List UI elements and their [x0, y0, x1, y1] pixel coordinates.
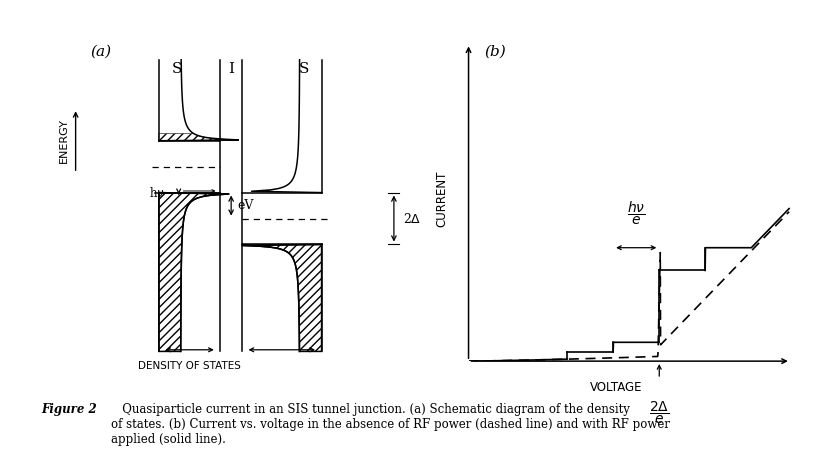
Polygon shape — [159, 134, 238, 141]
Text: (b): (b) — [484, 44, 506, 59]
Text: h$\nu$: h$\nu$ — [149, 186, 165, 200]
Text: VOLTAGE: VOLTAGE — [590, 381, 643, 394]
Text: S: S — [298, 63, 309, 76]
Text: S: S — [172, 63, 182, 76]
Text: I: I — [229, 63, 234, 76]
Polygon shape — [242, 244, 321, 351]
Text: eV: eV — [238, 199, 254, 212]
Text: $\dfrac{h\nu}{e}$: $\dfrac{h\nu}{e}$ — [627, 199, 645, 227]
Text: ENERGY: ENERGY — [59, 118, 69, 163]
Text: (a): (a) — [90, 44, 112, 59]
Text: Quasiparticle current in an SIS tunnel junction. (a) Schematic diagram of the de: Quasiparticle current in an SIS tunnel j… — [111, 403, 670, 446]
Text: Figure 2: Figure 2 — [41, 403, 97, 416]
Text: DENSITY OF STATES: DENSITY OF STATES — [138, 361, 241, 371]
Text: 2$\Delta$: 2$\Delta$ — [403, 212, 422, 225]
Text: CURRENT: CURRENT — [436, 171, 449, 227]
Polygon shape — [159, 193, 229, 351]
Text: $\dfrac{2\Delta}{e}$: $\dfrac{2\Delta}{e}$ — [649, 400, 669, 426]
